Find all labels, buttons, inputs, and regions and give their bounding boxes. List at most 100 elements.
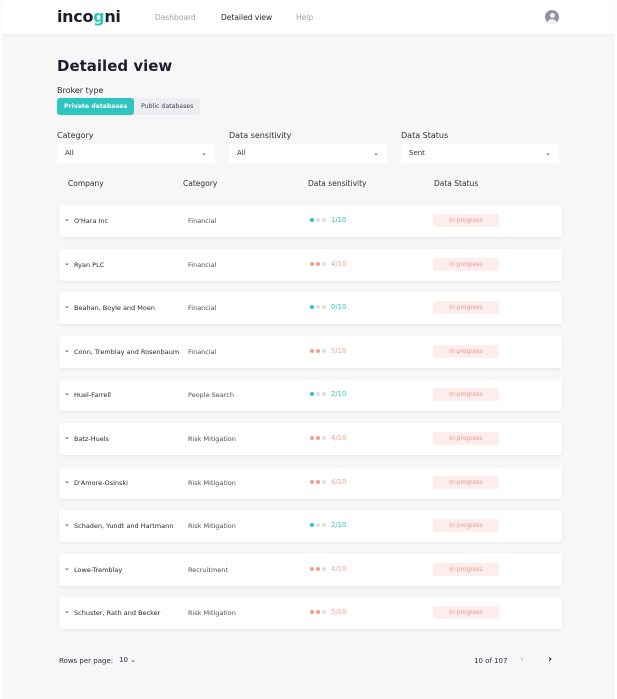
- broker-type-toggle: Private databases Public databases: [57, 98, 201, 115]
- sensitivity-select[interactable]: All ⌄: [229, 144, 387, 163]
- row-category: Risk Mitigation: [188, 522, 236, 531]
- expand-chevron-icon[interactable]: ⌄: [64, 345, 70, 354]
- table-row[interactable]: ⌄ Schuster, Rath and Becker Risk Mitigatio…: [59, 597, 562, 630]
- sensitivity-dot: [322, 479, 326, 484]
- table-row[interactable]: ⌄ Huel-Farrell People Search 2/10 In progres…: [59, 379, 562, 412]
- sensitivity-dot: [310, 610, 314, 615]
- row-category: People Search: [188, 391, 234, 400]
- row-sensitivity: 2/10: [310, 521, 346, 529]
- sensitivity-dot: [322, 305, 326, 310]
- sensitivity-dot: [310, 523, 314, 528]
- sensitivity-score: 1/10: [331, 216, 347, 224]
- expand-chevron-icon[interactable]: ⌄: [64, 258, 70, 267]
- sensitivity-dot: [310, 218, 314, 222]
- sensitivity-dot: [316, 436, 320, 440]
- table-row[interactable]: ⌄ Batz-Huels Risk Mitigation 4/10 In progres…: [59, 423, 562, 455]
- incogni-logo[interactable]: incogni: [57, 7, 121, 26]
- rows-per-page-label: Rows per page:: [59, 657, 114, 665]
- row-company: Schaden, Yundt and Hartmann: [74, 522, 174, 531]
- rows-per-page-select[interactable]: 10 ⌄: [119, 656, 136, 664]
- private-databases-button[interactable]: Private databases: [57, 98, 135, 115]
- status-filter-label: Data Status: [401, 131, 449, 140]
- chevron-down-icon: ⌄: [373, 149, 379, 157]
- row-category: Risk Mitigation: [188, 478, 236, 487]
- expand-chevron-icon[interactable]: ⌄: [64, 389, 70, 398]
- sensitivity-score: 2/10: [331, 521, 347, 530]
- table-row[interactable]: ⌄ Ryan PLC Financial 4/10 In progress: [59, 248, 562, 281]
- table-row[interactable]: ⌄ Beahan, Boyle and Moen Financial 0/10 In p…: [59, 292, 562, 325]
- sensitivity-dot: [316, 305, 320, 310]
- nav-detailed-view[interactable]: Detailed view: [221, 13, 273, 22]
- sensitivity-dot: [316, 218, 320, 222]
- chevron-right-icon[interactable]: ›: [548, 654, 553, 665]
- sensitivity-select-value: All: [237, 149, 246, 157]
- expand-chevron-icon[interactable]: ⌄: [64, 520, 70, 529]
- sensitivity-score: 5/10: [331, 346, 347, 355]
- category-select[interactable]: All ⌄: [57, 144, 215, 163]
- row-sensitivity: 0/10: [310, 303, 346, 311]
- sensitivity-dot: [310, 261, 314, 266]
- row-sensitivity: 4/10: [310, 565, 346, 573]
- sensitivity-score: 4/10: [331, 434, 347, 442]
- status-badge: In progress: [433, 432, 499, 445]
- row-category: Risk Mitigation: [188, 435, 236, 443]
- logo-text-prefix: inco: [57, 7, 94, 26]
- sensitivity-score: 4/10: [331, 477, 347, 486]
- expand-chevron-icon[interactable]: ⌄: [64, 476, 70, 485]
- sensitivity-dot: [316, 479, 320, 484]
- column-header-sensitivity: Data sensitivity: [308, 179, 367, 188]
- logo-text-g: g: [93, 7, 105, 26]
- public-databases-button[interactable]: Public databases: [141, 103, 194, 110]
- avatar-head: [549, 12, 555, 18]
- sensitivity-dot: [322, 218, 326, 222]
- row-category: Financial: [188, 347, 217, 356]
- status-badge: In progress: [433, 606, 499, 620]
- row-category: Recruitment: [188, 565, 228, 574]
- row-category: Financial: [188, 260, 217, 269]
- sensitivity-dot: [310, 348, 314, 353]
- expand-chevron-icon[interactable]: ⌄: [64, 302, 70, 311]
- row-sensitivity: 4/10: [310, 260, 346, 268]
- table-row[interactable]: ⌄ Schaden, Yundt and Hartmann Risk Mitigat…: [59, 510, 562, 543]
- row-company: Schuster, Rath and Becker: [74, 609, 161, 618]
- row-company: Conn, Tremblay and Rosenbaum: [74, 347, 180, 356]
- row-company: Beahan, Boyle and Moen: [74, 304, 155, 313]
- sensitivity-dot: [316, 610, 320, 615]
- table-row[interactable]: ⌄ Lowe-Tremblay Recruitment 4/10 In progress: [59, 553, 562, 586]
- row-sensitivity: 5/10: [310, 347, 346, 355]
- expand-chevron-icon[interactable]: ⌄: [64, 215, 70, 223]
- sensitivity-score: 4/10: [331, 259, 347, 268]
- row-category: Risk Mitigation: [188, 609, 236, 618]
- status-select-value: Sent: [409, 149, 425, 157]
- status-select[interactable]: Sent ⌄: [401, 144, 559, 163]
- row-company: D'Amore-Osinski: [74, 478, 128, 487]
- row-sensitivity: 4/10: [310, 434, 346, 442]
- user-avatar-icon[interactable]: [545, 10, 559, 24]
- sensitivity-dot: [322, 566, 326, 571]
- sensitivity-dot: [322, 436, 326, 440]
- rows-per-page-value: 10: [119, 656, 128, 664]
- nav-help[interactable]: Help: [296, 13, 314, 22]
- sensitivity-dot: [322, 261, 326, 266]
- chevron-left-icon[interactable]: ‹: [520, 654, 524, 665]
- row-category: Financial: [188, 217, 217, 225]
- expand-chevron-icon[interactable]: ⌄: [64, 607, 70, 616]
- status-badge: In progress: [433, 562, 499, 576]
- chevron-down-icon: ⌄: [201, 149, 207, 157]
- sensitivity-dot: [322, 523, 326, 528]
- row-company: Batz-Huels: [74, 435, 109, 443]
- sensitivity-score: 0/10: [331, 303, 347, 312]
- row-company: Lowe-Tremblay: [74, 565, 123, 574]
- sensitivity-dot: [316, 348, 320, 353]
- sensitivity-dot: [316, 392, 320, 397]
- expand-chevron-icon[interactable]: ⌄: [64, 433, 70, 441]
- table-row[interactable]: ⌄ D'Amore-Osinski Risk Mitigation 4/10 In pr…: [59, 466, 562, 499]
- table-row[interactable]: ⌄ Conn, Tremblay and Rosenbaum Financial 5/…: [59, 335, 562, 368]
- column-header-company: Company: [68, 179, 104, 188]
- sensitivity-dot: [316, 261, 320, 266]
- nav-dashboard[interactable]: Dashboard: [155, 13, 196, 22]
- category-filter-label: Category: [57, 131, 94, 140]
- expand-chevron-icon[interactable]: ⌄: [64, 563, 70, 572]
- table-row[interactable]: ⌄ O'Hara Inc Financial 1/10 In progress: [59, 205, 562, 237]
